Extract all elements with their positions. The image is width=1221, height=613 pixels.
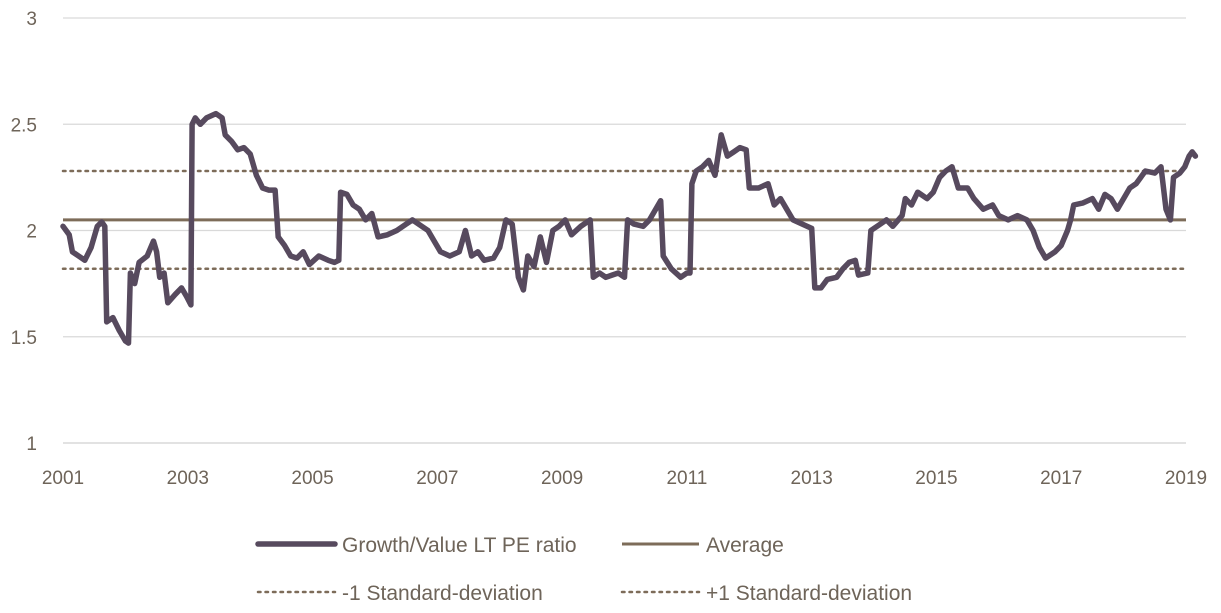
x-tick-label: 2007	[416, 468, 458, 489]
gridlines	[63, 17, 1186, 338]
x-tick-label: 2011	[666, 468, 707, 489]
y-tick-label: 1.5	[11, 328, 37, 349]
y-axis-tick-labels: 1 1.5 2 2.5 3	[11, 9, 37, 455]
legend: Growth/Value LT PE ratio Average -1 Standa…	[255, 534, 912, 605]
legend-label-average: Average	[706, 534, 784, 557]
y-tick-label: 2.5	[11, 115, 37, 136]
x-axis-tick-labels: 2001 2003 2005 2007 2009 2011 2013 2015 2017 2019	[42, 468, 1207, 489]
y-tick-label: 1	[26, 434, 37, 455]
y-tick-label: 3	[26, 9, 37, 30]
x-tick-label: 2003	[167, 468, 209, 489]
x-tick-label: 2017	[1040, 468, 1082, 489]
x-tick-label: 2019	[1165, 468, 1207, 489]
legend-label-growth-value-lt-pe-ratio: Growth/Value LT PE ratio	[342, 534, 577, 557]
series-line-growth-value-pe-ratio	[60, 110, 1199, 346]
y-tick-label: 2	[26, 222, 37, 243]
x-tick-label: 2009	[541, 468, 583, 489]
x-tick-label: 2005	[291, 468, 333, 489]
x-tick-label: 2013	[791, 468, 833, 489]
legend-label-1-standard-deviation: +1 Standard-deviation	[706, 582, 912, 605]
x-tick-label: 2001	[42, 468, 84, 489]
x-tick-label: 2015	[915, 468, 957, 489]
legend-label-1-standard-deviation: -1 Standard-deviation	[342, 582, 543, 605]
